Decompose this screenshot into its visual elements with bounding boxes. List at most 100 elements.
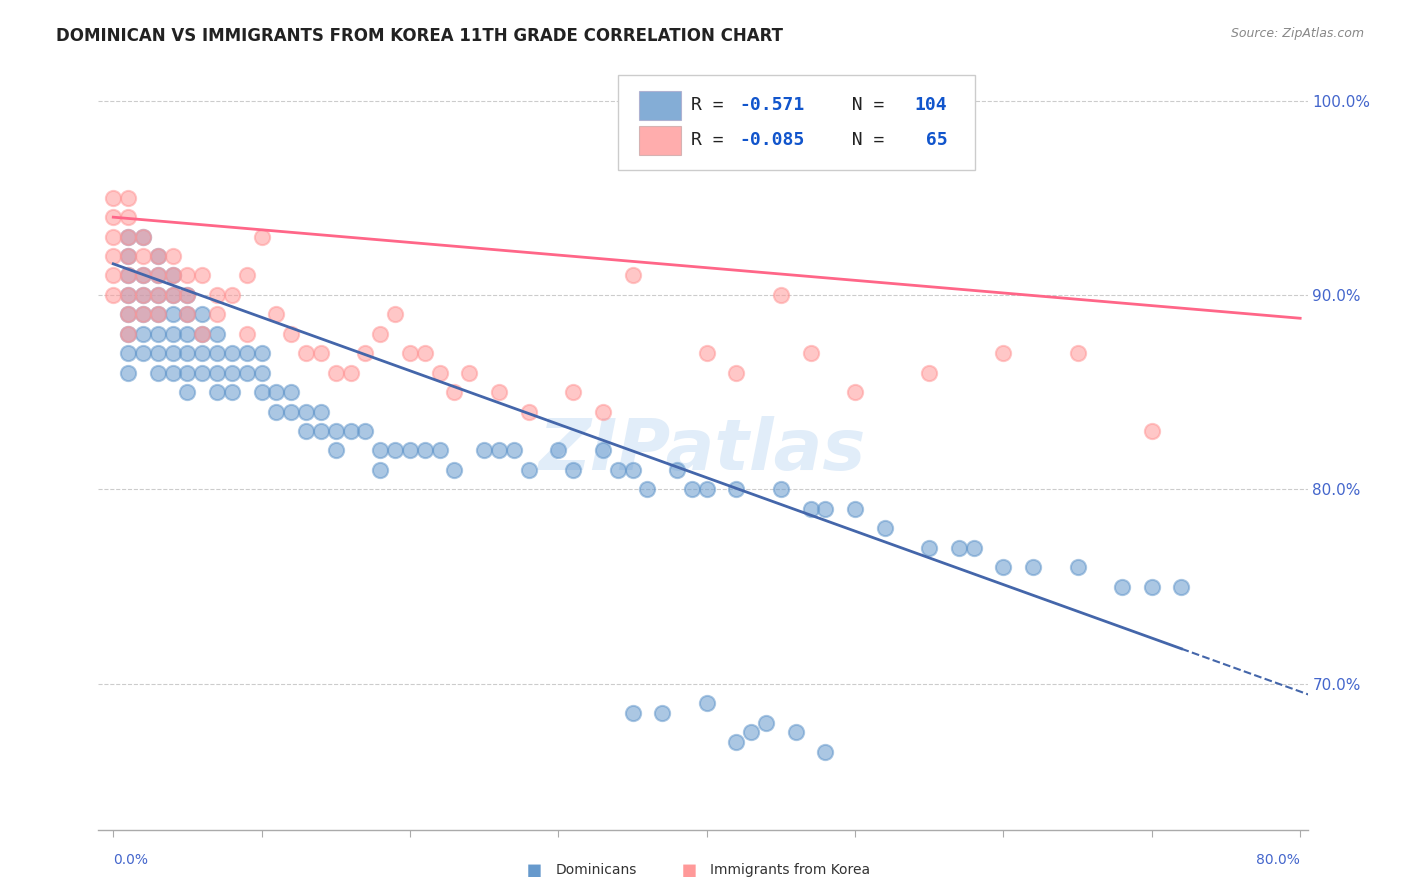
Point	[132, 307, 155, 321]
Point	[191, 366, 214, 380]
Point	[769, 288, 792, 302]
Point	[1111, 580, 1133, 594]
Point	[458, 366, 481, 380]
Point	[384, 443, 406, 458]
Point	[236, 268, 259, 283]
Point	[696, 696, 718, 710]
Text: Source: ZipAtlas.com: Source: ZipAtlas.com	[1230, 27, 1364, 40]
Point	[621, 463, 644, 477]
Point	[117, 249, 139, 263]
Point	[413, 346, 436, 360]
Point	[103, 229, 125, 244]
Point	[191, 307, 214, 321]
Point	[1022, 560, 1045, 574]
Point	[696, 483, 718, 497]
Point	[993, 560, 1015, 574]
Point	[162, 346, 184, 360]
Point	[621, 706, 644, 720]
Point	[250, 346, 273, 360]
Point	[117, 288, 139, 302]
Point	[132, 268, 155, 283]
Point	[844, 501, 866, 516]
Point	[443, 463, 465, 477]
Point	[176, 307, 198, 321]
Point	[205, 307, 228, 321]
Point	[280, 385, 302, 400]
Point	[205, 326, 228, 341]
Point	[117, 229, 139, 244]
Point	[562, 385, 585, 400]
Point	[132, 229, 155, 244]
FancyBboxPatch shape	[619, 75, 976, 170]
Point	[725, 483, 748, 497]
Point	[800, 501, 823, 516]
Text: DOMINICAN VS IMMIGRANTS FROM KOREA 11TH GRADE CORRELATION CHART: DOMINICAN VS IMMIGRANTS FROM KOREA 11TH …	[56, 27, 783, 45]
Point	[725, 735, 748, 749]
Point	[117, 249, 139, 263]
Point	[236, 366, 259, 380]
Text: 0.0%: 0.0%	[114, 853, 148, 867]
Point	[918, 366, 941, 380]
Point	[325, 443, 347, 458]
Point	[280, 404, 302, 418]
Point	[309, 424, 332, 438]
Point	[399, 443, 422, 458]
Point	[162, 268, 184, 283]
Point	[814, 501, 837, 516]
Point	[354, 424, 377, 438]
Point	[146, 288, 169, 302]
Point	[354, 346, 377, 360]
Point	[132, 288, 155, 302]
Point	[117, 268, 139, 283]
Point	[176, 385, 198, 400]
Point	[117, 307, 139, 321]
Point	[250, 385, 273, 400]
Point	[443, 385, 465, 400]
Point	[547, 443, 569, 458]
Point	[103, 210, 125, 224]
Point	[236, 326, 259, 341]
Point	[295, 346, 318, 360]
Point	[117, 229, 139, 244]
Text: Immigrants from Korea: Immigrants from Korea	[710, 863, 870, 877]
Point	[681, 483, 703, 497]
Point	[132, 249, 155, 263]
Text: R =: R =	[690, 95, 734, 113]
Point	[696, 346, 718, 360]
Point	[993, 346, 1015, 360]
Point	[309, 404, 332, 418]
Point	[502, 443, 524, 458]
Text: N =: N =	[830, 130, 896, 149]
Point	[1140, 424, 1163, 438]
Point	[117, 307, 139, 321]
Point	[146, 326, 169, 341]
Point	[205, 366, 228, 380]
Point	[176, 268, 198, 283]
Point	[132, 229, 155, 244]
Point	[162, 268, 184, 283]
Point	[117, 268, 139, 283]
Point	[146, 249, 169, 263]
Point	[368, 443, 391, 458]
Point	[963, 541, 986, 555]
Point	[103, 249, 125, 263]
Text: N =: N =	[830, 95, 896, 113]
Text: 104: 104	[915, 95, 948, 113]
Point	[266, 385, 288, 400]
Text: Dominicans: Dominicans	[555, 863, 637, 877]
Point	[191, 326, 214, 341]
Point	[384, 307, 406, 321]
Point	[132, 326, 155, 341]
FancyBboxPatch shape	[638, 91, 682, 120]
Text: R =: R =	[690, 130, 734, 149]
Point	[103, 191, 125, 205]
Point	[1140, 580, 1163, 594]
Point	[309, 346, 332, 360]
Point	[517, 404, 540, 418]
Point	[472, 443, 495, 458]
Point	[205, 385, 228, 400]
Point	[755, 715, 778, 730]
Point	[162, 288, 184, 302]
Point	[769, 483, 792, 497]
Point	[562, 463, 585, 477]
